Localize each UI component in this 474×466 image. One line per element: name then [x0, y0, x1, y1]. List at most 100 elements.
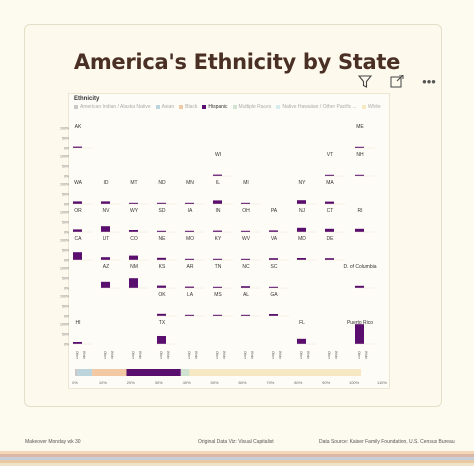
- state-bar: [157, 202, 166, 204]
- state-bar: [355, 285, 364, 288]
- x-axis-label: Other: [299, 351, 303, 360]
- state-label: WA: [74, 180, 83, 186]
- state-label: MO: [186, 236, 194, 242]
- state-label: AL: [243, 292, 249, 298]
- x-axis-label: White: [82, 351, 86, 359]
- decorative-stripes: [0, 451, 474, 466]
- state-bar: [325, 258, 334, 260]
- legend-item[interactable]: White: [361, 104, 381, 110]
- legend-label: Hispanic: [208, 104, 228, 110]
- stripe: [0, 463, 474, 466]
- state-bar: [157, 230, 166, 232]
- legend-item[interactable]: Multiple Races: [232, 104, 271, 110]
- state-label: VT: [327, 152, 333, 158]
- legend-item[interactable]: Native Hawaiian / Other Pacific ...: [276, 104, 357, 110]
- y-tick-label: 100%: [60, 267, 69, 271]
- y-tick-label: 0%: [64, 259, 69, 263]
- summary-segment: [180, 369, 190, 376]
- legend-label: Black: [185, 104, 198, 110]
- state-label: WV: [242, 236, 251, 242]
- more-options-button[interactable]: •••: [422, 73, 436, 89]
- state-label: UT: [103, 236, 110, 242]
- state-bar: [157, 336, 166, 344]
- summary-segment: [92, 369, 127, 376]
- state-label: TN: [215, 264, 222, 270]
- state-bar: [297, 227, 306, 232]
- legend-swatch: [361, 105, 366, 109]
- x-axis-label: White: [364, 351, 368, 359]
- state-bar: [185, 286, 194, 288]
- summary-segment: [75, 369, 78, 376]
- visual-toolbar: •••: [352, 72, 442, 90]
- state-bar: [269, 314, 278, 316]
- state-bar: [213, 174, 222, 176]
- legend-label: Native Hawaiian / Other Pacific ...: [282, 104, 357, 110]
- x-axis-label: Other: [103, 351, 107, 360]
- legend-item[interactable]: American Indian / Alaska Native: [74, 104, 151, 110]
- x-axis-label: Other: [215, 351, 219, 360]
- state-bar: [241, 314, 250, 316]
- state-bar: [241, 230, 250, 232]
- summary-axis-label: 70%: [266, 380, 274, 385]
- y-tick-label: 100%: [60, 155, 69, 159]
- x-axis-label: Other: [131, 351, 135, 360]
- state-bar: [213, 258, 222, 260]
- state-bar: [185, 202, 194, 204]
- footer-right: Data Source: Kaiser Family Foundation, U…: [319, 439, 455, 445]
- state-label: PA: [271, 208, 278, 214]
- summary-segment: [77, 369, 93, 376]
- state-label: MN: [186, 180, 194, 186]
- state-label: MS: [214, 292, 222, 298]
- legend-item[interactable]: Black: [179, 104, 197, 110]
- summary-axis-label: 20%: [127, 380, 135, 385]
- x-axis-label: Other: [75, 351, 79, 360]
- state-bar: [297, 258, 306, 260]
- y-tick-label: 100%: [60, 183, 69, 187]
- state-bar: [101, 257, 110, 260]
- summary-axis-label: 100%: [349, 380, 360, 385]
- summary-axis-label: 90%: [322, 380, 330, 385]
- state-label: RI: [358, 208, 363, 214]
- state-label: MA: [326, 180, 334, 186]
- focus-mode-icon[interactable]: [384, 72, 410, 90]
- state-label: DE: [327, 236, 335, 242]
- state-bar: [355, 324, 364, 344]
- filter-icon[interactable]: [352, 72, 378, 90]
- stripe: [0, 451, 474, 454]
- state-label: NC: [242, 264, 250, 270]
- state-bar: [129, 278, 138, 288]
- y-tick-label: 50%: [62, 277, 69, 281]
- legend-swatch: [155, 105, 160, 109]
- y-tick-label: 50%: [62, 221, 69, 225]
- legend-item[interactable]: Hispanic: [202, 104, 228, 110]
- y-tick-label: 50%: [62, 249, 69, 253]
- state-label: NJ: [299, 208, 306, 214]
- x-axis-label: White: [138, 351, 142, 359]
- state-label: HI: [76, 320, 81, 326]
- state-label: MT: [130, 180, 137, 186]
- state-label: MI: [243, 180, 249, 186]
- y-tick-label: 50%: [62, 137, 69, 141]
- state-label: ND: [158, 180, 166, 186]
- legend-item[interactable]: Asian: [155, 104, 175, 110]
- y-tick-label: 50%: [62, 305, 69, 309]
- state-bar: [73, 229, 82, 232]
- state-bar: [185, 230, 194, 232]
- stripe: [0, 454, 474, 457]
- x-axis-label: Other: [243, 351, 247, 360]
- state-label: AR: [187, 264, 194, 270]
- summary-axis-label: 40%: [183, 380, 191, 385]
- legend-swatch: [232, 105, 237, 109]
- state-bar: [73, 342, 82, 344]
- stripe: [0, 460, 474, 463]
- y-tick-label: 100%: [60, 127, 69, 131]
- state-bar: [325, 174, 334, 176]
- page-title: America's Ethnicity by State: [73, 50, 401, 74]
- legend-label: Asian: [161, 104, 175, 110]
- state-bar: [325, 228, 334, 232]
- state-bar: [213, 200, 222, 204]
- state-bar: [355, 174, 364, 176]
- state-bar: [129, 255, 138, 260]
- state-label: TX: [159, 320, 166, 326]
- state-label: GA: [270, 292, 278, 298]
